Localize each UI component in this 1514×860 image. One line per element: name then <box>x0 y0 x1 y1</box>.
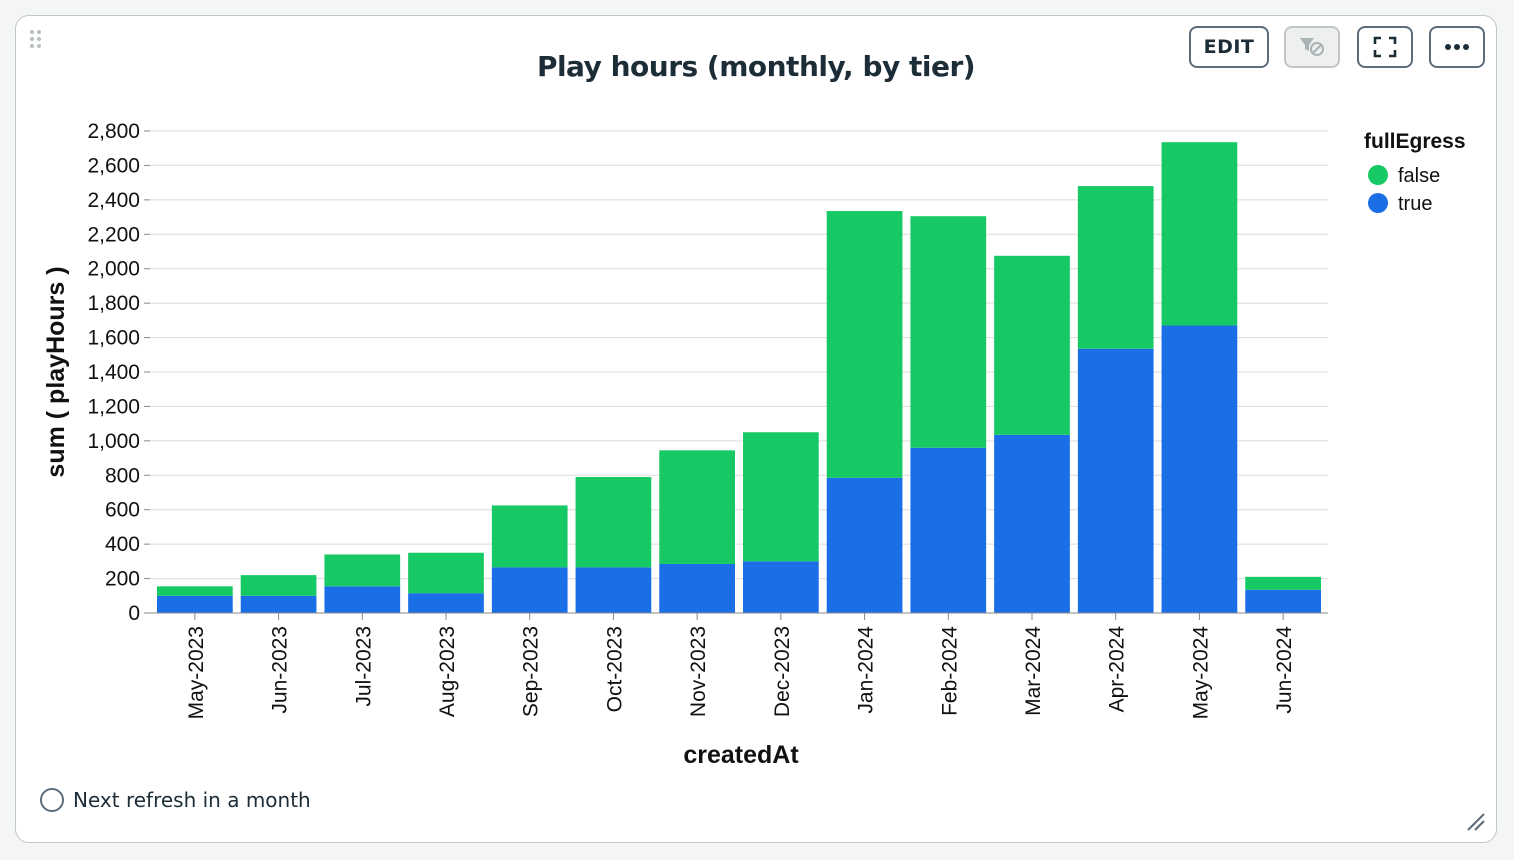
bar-true-Aug-2023[interactable] <box>408 593 484 613</box>
bar-true-Jun-2023[interactable] <box>240 595 317 613</box>
bar-false-May-2023[interactable] <box>157 586 233 596</box>
x-tick-label: May-2023 <box>185 626 208 719</box>
fullscreen-button[interactable] <box>1357 26 1413 68</box>
bar-false-Jun-2023[interactable] <box>240 575 317 596</box>
y-tick-label: 2,600 <box>87 154 140 177</box>
more-options-button[interactable] <box>1429 26 1485 68</box>
bar-false-Oct-2023[interactable] <box>575 477 652 568</box>
legend-label-false: false <box>1398 165 1440 187</box>
y-tick-label: 1,200 <box>87 395 140 418</box>
y-axis-title: sum ( playHours ) <box>42 266 70 477</box>
y-tick-label: 1,400 <box>87 361 140 384</box>
fullscreen-icon <box>1373 36 1397 58</box>
bar-false-Feb-2024[interactable] <box>910 216 987 448</box>
y-tick-label: 2,800 <box>87 120 140 143</box>
bar-true-May-2024[interactable] <box>1161 325 1238 613</box>
x-tick-label: Oct-2023 <box>603 626 626 712</box>
y-tick-label: 1,600 <box>87 327 140 350</box>
y-tick-label: 2,200 <box>87 223 140 246</box>
x-tick-label: Feb-2024 <box>938 626 961 716</box>
x-tick-label: Apr-2024 <box>1106 626 1129 713</box>
refresh-text: Next refresh in a month <box>73 788 311 812</box>
legend-label-true: true <box>1398 193 1432 215</box>
chart-title: Play hours (monthly, by tier) <box>536 50 976 83</box>
x-tick-label: Sep-2023 <box>520 626 543 717</box>
filter-off-icon <box>1300 38 1324 56</box>
bar-false-Jun-2024[interactable] <box>1245 576 1321 590</box>
x-tick-label: Aug-2023 <box>436 626 459 717</box>
x-tick-label: Jun-2023 <box>269 626 292 714</box>
y-tick-label: 400 <box>105 533 140 556</box>
more-icon <box>1445 44 1469 50</box>
bar-true-Sep-2023[interactable] <box>491 567 568 613</box>
bar-false-Aug-2023[interactable] <box>408 552 484 594</box>
y-tick-label: 0 <box>128 602 140 625</box>
axes <box>144 130 1328 620</box>
bar-true-Jun-2024[interactable] <box>1245 589 1321 613</box>
bar-false-Apr-2024[interactable] <box>1077 186 1154 349</box>
bar-false-Sep-2023[interactable] <box>491 505 568 568</box>
legend-swatch-false <box>1368 165 1388 185</box>
x-tick-label: Jul-2023 <box>352 626 375 707</box>
refresh-status: Next refresh in a month <box>40 788 311 812</box>
x-tick-label: Dec-2023 <box>771 626 794 717</box>
y-tick-label: 1,000 <box>87 430 140 453</box>
bar-true-May-2023[interactable] <box>157 595 233 613</box>
bar-false-Jul-2023[interactable] <box>324 554 401 587</box>
legend-title: fullEgress <box>1364 130 1466 153</box>
bar-true-Feb-2024[interactable] <box>910 447 987 613</box>
bars <box>157 142 1321 613</box>
bar-false-Jan-2024[interactable] <box>826 211 903 478</box>
x-tick-label: Jan-2024 <box>855 626 878 714</box>
bar-false-May-2024[interactable] <box>1161 142 1238 326</box>
bar-false-Nov-2023[interactable] <box>659 450 735 564</box>
x-tick-label: May-2024 <box>1189 626 1212 720</box>
y-tick-label: 600 <box>105 499 140 522</box>
stacked-bar-chart: 0 200 400 600 800 1,000 1,200 1,400 1,600 1,800 2,… <box>42 120 1466 769</box>
y-tick-labels: 0 200 400 600 800 1,000 1,200 1,400 1,600 1,800 2,… <box>87 120 140 625</box>
bar-false-Dec-2023[interactable] <box>743 432 819 562</box>
bar-true-Nov-2023[interactable] <box>659 563 735 613</box>
x-axis-title: createdAt <box>683 741 799 769</box>
bar-false-Mar-2024[interactable] <box>994 255 1070 435</box>
legend-swatch-true <box>1368 193 1388 213</box>
refresh-icon <box>40 788 64 812</box>
legend: fullEgress false true <box>1364 130 1466 215</box>
drag-handle-icon[interactable] <box>30 30 44 54</box>
chart-card: Play hours (monthly, by tier) EDIT 0 200 4… <box>15 15 1497 843</box>
x-tick-label: Nov-2023 <box>687 626 710 717</box>
x-tick-label: Jun-2024 <box>1273 626 1296 714</box>
y-tick-label: 2,400 <box>87 189 140 212</box>
y-tick-label: 2,000 <box>87 258 140 281</box>
x-tick-labels: May-2023 Jun-2023 Jul-2023 Aug-2023 Sep-2023… <box>185 626 1296 720</box>
bar-true-Mar-2024[interactable] <box>994 434 1070 613</box>
x-tick-label: Mar-2024 <box>1022 626 1045 716</box>
y-tick-label: 800 <box>105 464 140 487</box>
y-tick-label: 1,800 <box>87 292 140 315</box>
bar-true-Dec-2023[interactable] <box>743 561 819 613</box>
bar-true-Jan-2024[interactable] <box>826 477 903 613</box>
edit-button[interactable]: EDIT <box>1189 26 1269 68</box>
bar-true-Jul-2023[interactable] <box>324 586 401 613</box>
resize-icon[interactable] <box>1464 810 1486 832</box>
bar-true-Apr-2024[interactable] <box>1077 348 1154 613</box>
bar-true-Oct-2023[interactable] <box>575 567 652 613</box>
filter-off-button[interactable] <box>1284 26 1340 68</box>
y-tick-label: 200 <box>105 568 140 591</box>
